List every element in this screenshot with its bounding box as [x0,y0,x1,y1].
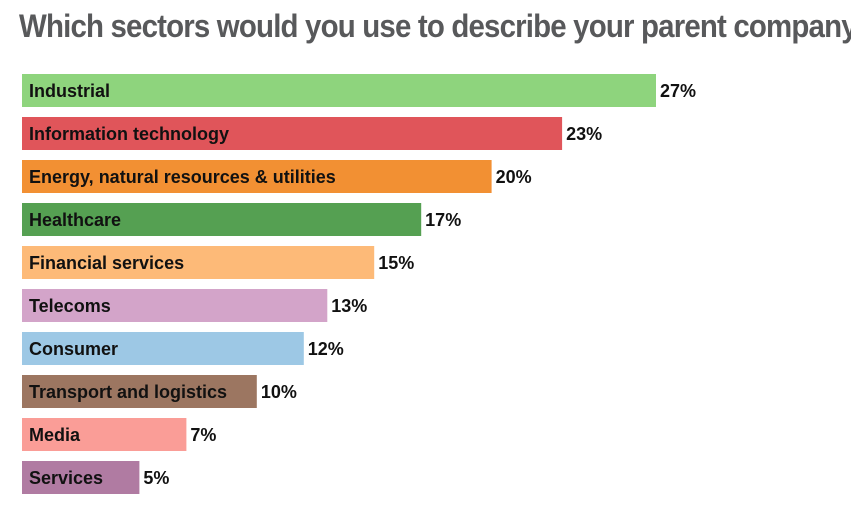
value-label: 13% [331,296,367,316]
value-label: 15% [378,253,414,273]
value-label: 10% [261,382,297,402]
value-label: 20% [496,167,532,187]
category-label: Services [29,468,103,488]
bar-3 [22,203,422,236]
category-label: Healthcare [29,210,121,230]
category-label: Telecoms [29,296,111,316]
chart-title: Which sectors would you use to describe … [19,8,851,44]
value-label: 27% [660,81,696,101]
category-label: Information technology [29,124,229,144]
category-label: Consumer [29,339,118,359]
category-label: Transport and logistics [29,382,227,402]
value-label: 12% [308,339,344,359]
value-label: 7% [190,425,216,445]
category-label: Industrial [29,81,110,101]
value-label: 5% [143,468,169,488]
category-label: Energy, natural resources & utilities [29,167,336,187]
bar-1 [22,117,563,150]
bar-4 [22,246,375,279]
bar-0 [22,74,656,107]
bar-9 [22,461,140,494]
bar-2 [22,160,492,193]
bar-6 [22,332,304,365]
category-label: Financial services [29,253,184,273]
value-label: 23% [566,124,602,144]
value-label: 17% [425,210,461,230]
bar-8 [22,418,187,451]
bar-5 [22,289,328,322]
bar-7 [22,375,257,408]
category-label: Media [29,425,81,445]
